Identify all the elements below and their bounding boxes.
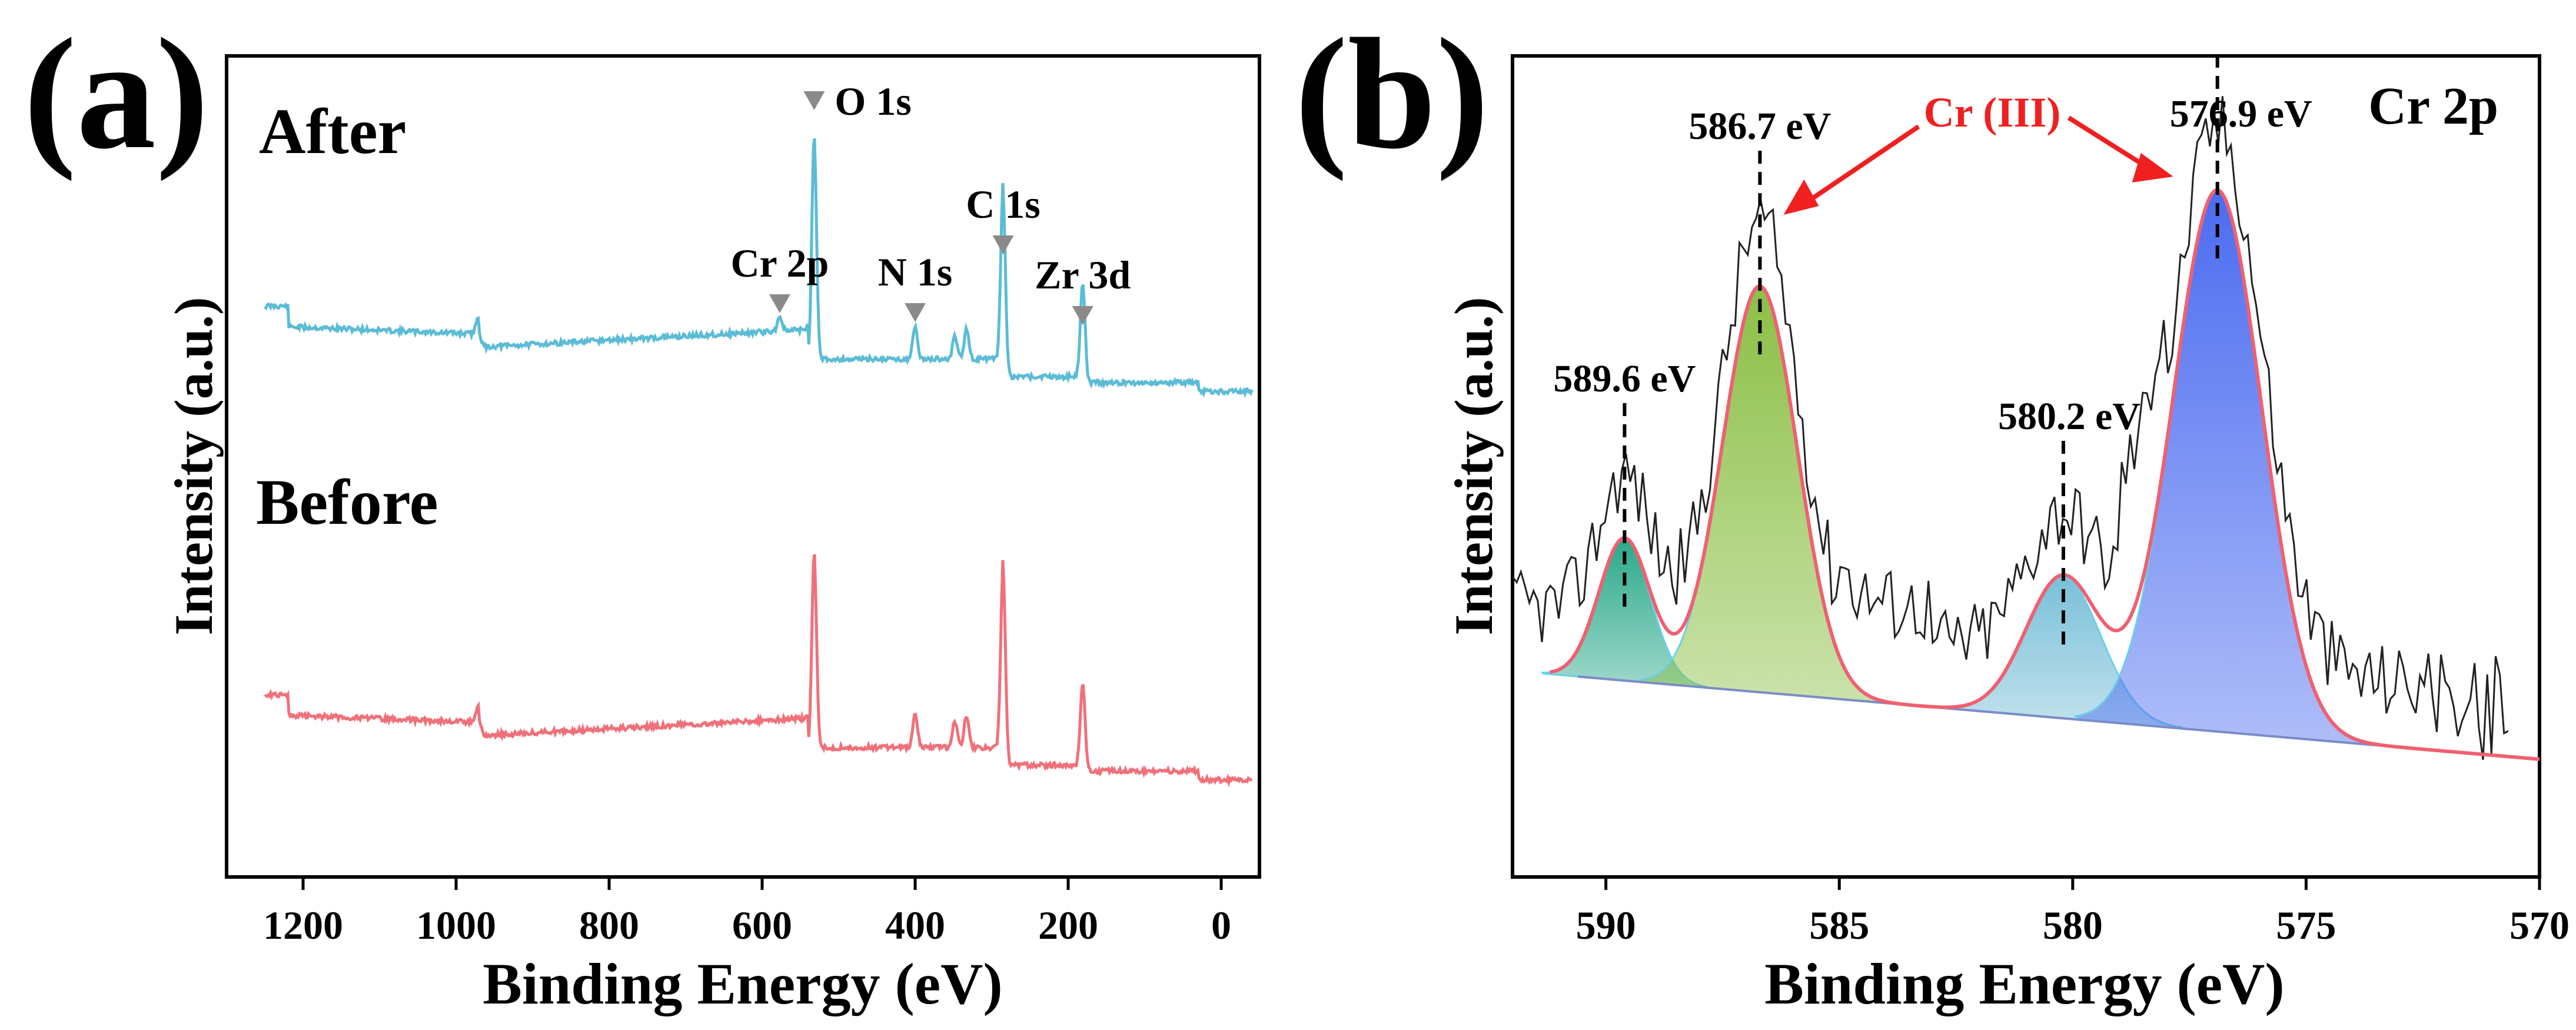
panel-b-lines (1511, 96, 2540, 761)
peak-label-576.9: 576.9 eV (2170, 92, 2312, 135)
panel-a-annotations: O 1s Cr 2p N 1s C 1s Zr 3d (730, 79, 1131, 325)
peak-marker-c-1s (992, 235, 1014, 254)
peak-label-c-1s: C 1s (966, 182, 1041, 227)
panel-a: (a) 1200 1000 800 600 400 200 0 O 1s Cr 2p N 1s C… (24, 6, 1261, 1016)
panel-a-series (264, 138, 1254, 788)
panel-b: (b) 590 585 580 575 570 589.6 eV 586.7 eV 580.… (1295, 6, 2570, 1016)
x-tick-label-600: 600 (732, 903, 792, 948)
panel-b-label: (b) (1295, 6, 1489, 182)
panel-a-label: (a) (24, 6, 209, 182)
peak-label-580.2: 580.2 eV (1998, 395, 2140, 438)
panel-a-x-ticks: 1200 1000 800 600 400 200 0 (263, 877, 1231, 948)
x-tick-label-570: 570 (2509, 903, 2570, 948)
x-tick-label-400: 400 (885, 903, 945, 948)
arrow-head-left (1783, 180, 1819, 215)
panel-b-xlabel: Binding Energy (eV) (1764, 951, 2284, 1016)
peak-label-n-1s: N 1s (878, 250, 953, 294)
panel-b-ylabel: Intensity (a.u.) (1444, 297, 1504, 635)
peak-marker-zr-3d (1072, 306, 1093, 325)
arrow-head-right (2132, 153, 2173, 182)
x-tick-label-585: 585 (1809, 903, 1869, 948)
arrow-line-left (1800, 124, 1920, 208)
peak-label-o-1s: O 1s (835, 79, 911, 124)
peak-label-589.6: 589.6 eV (1553, 357, 1696, 400)
x-tick-label-1000: 1000 (416, 903, 496, 948)
series-label-after: After (259, 95, 406, 167)
x-tick-label-200: 200 (1038, 903, 1098, 948)
panel-a-frame (225, 54, 1261, 879)
panel-b-frame (1511, 54, 2541, 879)
x-tick-label-0: 0 (1211, 903, 1231, 948)
peak-label-586.7: 586.7 eV (1688, 105, 1831, 148)
component-area-576.9 (2073, 189, 2361, 745)
series-line-before (264, 554, 1253, 788)
x-tick-label-580: 580 (2043, 903, 2103, 948)
panel-a-xlabel: Binding Energy (eV) (483, 951, 1002, 1016)
peak-marker-o-1s (803, 91, 825, 110)
x-tick-label-590: 590 (1576, 903, 1636, 948)
panel-b-title: Cr 2p (2368, 77, 2498, 135)
raw-data-line (1511, 96, 2509, 760)
panel-b-components (1540, 189, 2361, 745)
panel-b-annotations: 589.6 eV 586.7 eV 580.2 eV 576.9 eV (1553, 54, 2312, 647)
panel-b-x-ticks: 590 585 580 575 570 (1576, 877, 2570, 948)
x-tick-label-1200: 1200 (263, 903, 343, 948)
cr-iii-annotation: Cr (III) (1924, 89, 2061, 136)
envelope-line (1549, 188, 2540, 761)
peak-marker-cr-2p (769, 294, 790, 313)
peak-label-zr-3d: Zr 3d (1035, 252, 1131, 297)
x-tick-label-800: 800 (579, 903, 639, 948)
peak-label-cr-2p: Cr 2p (730, 241, 829, 285)
x-tick-label-575: 575 (2276, 903, 2336, 948)
series-label-before: Before (256, 466, 438, 538)
panel-a-ylabel: Intensity (a.u.) (164, 297, 224, 635)
series-line-after (264, 138, 1254, 398)
peak-marker-n-1s (905, 303, 926, 322)
